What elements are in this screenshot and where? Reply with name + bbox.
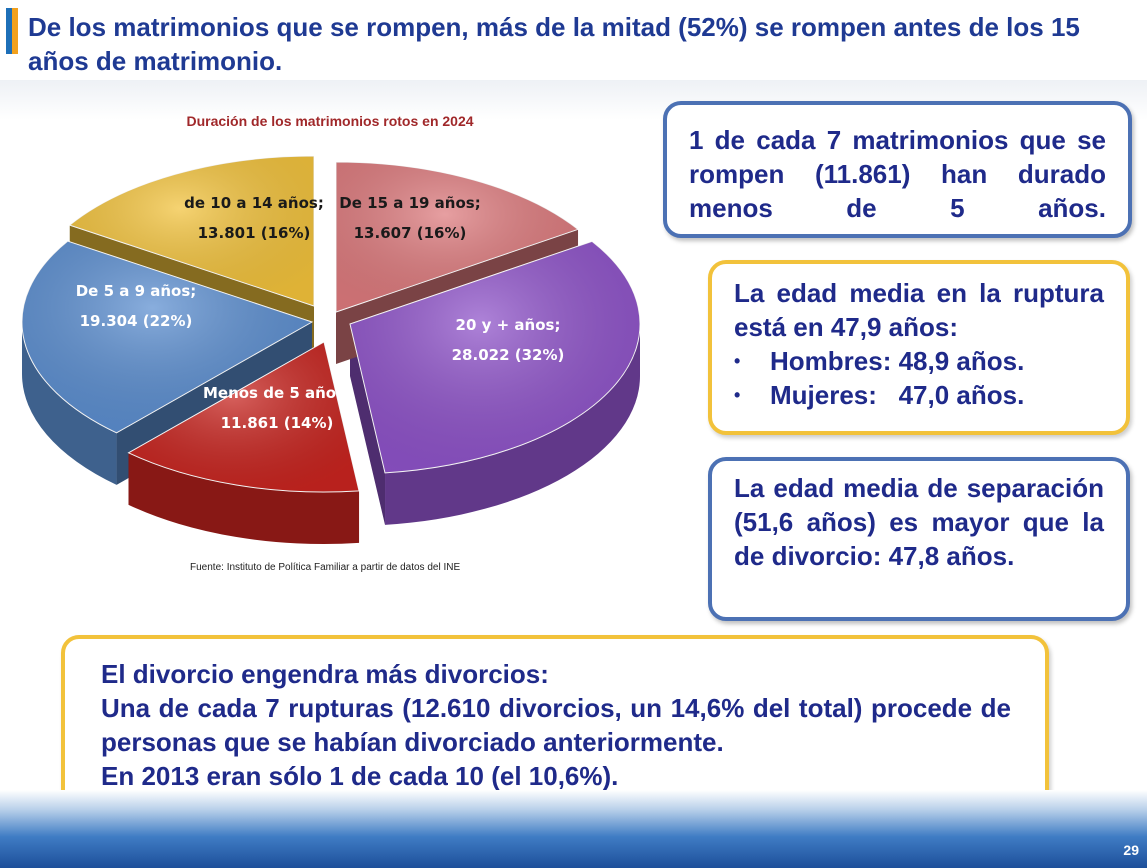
callout-short-marriages: 1 de cada 7 matrimonios que se rompen (1… (663, 101, 1132, 238)
pie-slice-value: 13.607 (16%) (354, 224, 467, 242)
bullet-icon: • (734, 385, 741, 405)
footer-band (0, 790, 1147, 868)
bullet-icon: • (734, 351, 741, 371)
pie-slice-category: De 5 a 9 años; (76, 282, 197, 300)
list-item: • Mujeres: 47,0 años. (734, 378, 1104, 412)
pie-slice-value: 11.861 (14%) (221, 414, 334, 432)
callout-divorce-line-2: Una de cada 7 rupturas (12.610 divorcios… (101, 693, 1011, 757)
pie-slice-label: Menos de 5 años; 11.861 (14%) (203, 384, 351, 432)
callout-short-marriages-text: 1 de cada 7 matrimonios que se rompen (1… (689, 125, 1106, 223)
chart-title: Duración de los matrimonios rotos en 202… (186, 113, 474, 129)
callout-separation-age: La edad media de separación (51,6 años) … (708, 457, 1130, 621)
pie-tops (21, 155, 641, 493)
list-item-text: Mujeres: 47,0 años. (770, 380, 1025, 410)
mean-age-list: • Hombres: 48,9 años. • Mujeres: 47,0 años… (734, 344, 1104, 412)
pie-slice-category: Menos de 5 años; (203, 384, 351, 402)
callout-divorce-line-3: En 2013 eran sólo 1 de cada 10 (el 10,6%… (101, 761, 619, 791)
chart-source: Fuente: Instituto de Política Familiar a… (190, 562, 461, 573)
pie-slice-side (22, 322, 117, 485)
pie-slice-value: 28.022 (32%) (452, 346, 565, 364)
callout-separation-text: La edad media de separación (51,6 años) … (734, 473, 1104, 571)
pie-slice-highlight (336, 162, 579, 312)
pie-slice-label: De 5 a 9 años; 19.304 (22%) (76, 282, 197, 330)
list-item-text: Hombres: 48,9 años. (770, 346, 1025, 376)
pie-slice-highlight (69, 156, 314, 306)
pie-slice-value: 19.304 (22%) (80, 312, 193, 330)
pie-chart: De 15 a 19 años; 13.607 (16%) 20 y + años;… (21, 155, 641, 544)
page-title: De los matrimonios que se rompen, más de… (28, 12, 1080, 76)
pie-slice-highlight (350, 241, 640, 473)
pie-slice-category: 20 y + años; (456, 316, 561, 334)
callout-divorce-repeat: El divorcio engendra más divorcios: Una … (61, 635, 1049, 811)
callout-mean-age-rupture: La edad media en la ruptura está en 47,9… (708, 260, 1130, 435)
title-accent-bar (6, 8, 18, 54)
pie-slice-category: De 15 a 19 años; (339, 194, 480, 212)
pie-slice-side (128, 452, 360, 544)
pie-labels: De 15 a 19 años; 13.607 (16%) 20 y + años;… (76, 194, 565, 432)
list-item: • Hombres: 48,9 años. (734, 344, 1104, 378)
pie-slice-highlight (128, 342, 360, 492)
callout-mean-age-text: La edad media en la ruptura está en 47,9… (734, 278, 1104, 342)
pie-slice-highlight (22, 241, 312, 433)
callout-divorce-line-1: El divorcio engendra más divorcios: (101, 659, 549, 689)
pie-slice-label: 20 y + años; 28.022 (32%) (452, 316, 565, 364)
pie-slice-cut (350, 324, 386, 525)
page-number: 29 (1123, 842, 1139, 858)
pie-slice-value: 13.801 (16%) (198, 224, 311, 242)
pie-slice-side (385, 324, 640, 525)
pie-slice-label: De 15 a 19 años; 13.607 (16%) (339, 194, 480, 242)
pie-slice-label: de 10 a 14 años; 13.801 (16%) (184, 194, 324, 242)
pie-slice-category: de 10 a 14 años; (184, 194, 324, 212)
